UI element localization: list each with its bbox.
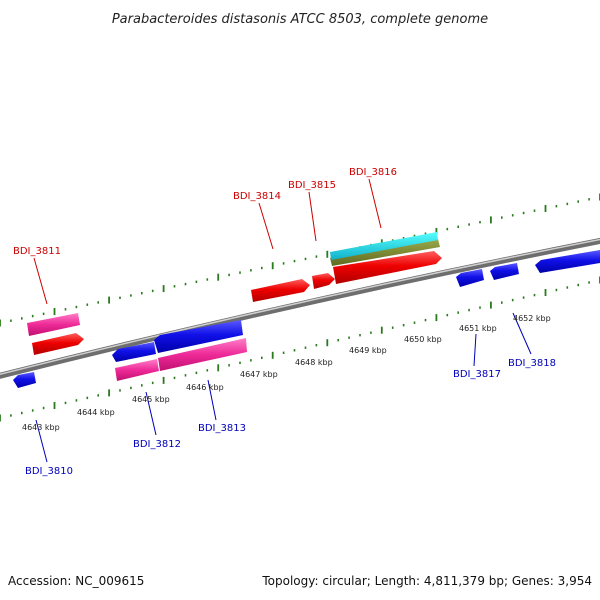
label-BDI_3817[interactable]: BDI_3817: [453, 369, 501, 380]
map-title: Parabacteroides distasonis ATCC 8503, co…: [112, 12, 488, 27]
tick-label-4648: 4648 kbp: [295, 358, 333, 367]
plus-strand-genes: [27, 232, 442, 355]
tick-label-4651: 4651 kbp: [459, 324, 497, 333]
leader-BDI_3812: [145, 391, 157, 436]
topology-text: Topology: circular; Length: 4,811,379 bp…: [261, 574, 592, 588]
leader-BDI_3815: [308, 191, 317, 242]
label-BDI_3818[interactable]: BDI_3818: [508, 358, 556, 369]
tick-label-4646: 4646 kbp: [186, 383, 224, 392]
gene-BDI_3811-arrow[interactable]: [32, 333, 84, 355]
gene-BDI_3814-arrow[interactable]: [251, 279, 310, 302]
leader-BDI_3813: [207, 379, 217, 421]
leader-BDI_3814: [258, 202, 274, 250]
gene-BDI_3813-arrow[interactable]: [154, 320, 243, 353]
tick-label-4649: 4649 kbp: [349, 346, 387, 355]
minus-strand-genes: [13, 250, 600, 388]
leader-BDI_3817: [473, 333, 477, 367]
label-BDI_3815[interactable]: BDI_3815: [288, 180, 336, 191]
tick-label-4645: 4645 kbp: [132, 395, 170, 404]
gene-feature-pink-3[interactable]: [158, 338, 247, 371]
plus-gene-labels: BDI_3811 BDI_3814 BDI_3815 BDI_3816: [13, 167, 397, 305]
label-BDI_3813[interactable]: BDI_3813: [198, 423, 246, 434]
tick-label-4650: 4650 kbp: [404, 335, 442, 344]
tick-label-4643: 4643 kbp: [22, 423, 60, 432]
label-BDI_3816[interactable]: BDI_3816: [349, 167, 397, 178]
gene-BDI_3810-arrow[interactable]: [13, 372, 36, 388]
gene-feature-pink[interactable]: [27, 313, 80, 336]
gene-BDI_3816-arrow[interactable]: [333, 251, 442, 284]
gene-BDI_3815-arrow[interactable]: [312, 273, 335, 289]
label-BDI_3814[interactable]: BDI_3814: [233, 191, 281, 202]
tick-label-4647: 4647 kbp: [240, 370, 278, 379]
gene-feature-cyan[interactable]: [330, 232, 438, 260]
position-labels: 4643 kbp 4644 kbp 4645 kbp 4646 kbp 4647…: [22, 314, 551, 432]
genome-backbone-highlight: [0, 238, 600, 376]
gene-BDI_3818-arrow[interactable]: [490, 263, 519, 280]
leader-BDI_3816: [368, 178, 382, 229]
leader-BDI_3818: [512, 312, 532, 355]
minus-gene-labels: BDI_3810 BDI_3812 BDI_3813 BDI_3817 BDI_…: [25, 312, 556, 477]
lower-tick-row: [0, 276, 600, 422]
accession-text: Accession: NC_009615: [8, 574, 144, 588]
gene-feature-blue-edge[interactable]: [535, 250, 600, 273]
label-BDI_3810[interactable]: BDI_3810: [25, 466, 73, 477]
gene-feature-pink-2[interactable]: [115, 359, 159, 381]
label-BDI_3812[interactable]: BDI_3812: [133, 439, 181, 450]
gene-BDI_3817-arrow[interactable]: [456, 269, 484, 287]
genome-backbone: [0, 237, 600, 379]
leader-BDI_3810: [35, 419, 48, 463]
tick-label-4644: 4644 kbp: [77, 408, 115, 417]
tick-label-4652: 4652 kbp: [513, 314, 551, 323]
leader-BDI_3811: [33, 257, 48, 305]
label-BDI_3811[interactable]: BDI_3811: [13, 246, 61, 257]
gene-feature-olive[interactable]: [330, 239, 440, 266]
gene-BDI_3812-arrow[interactable]: [112, 342, 156, 362]
